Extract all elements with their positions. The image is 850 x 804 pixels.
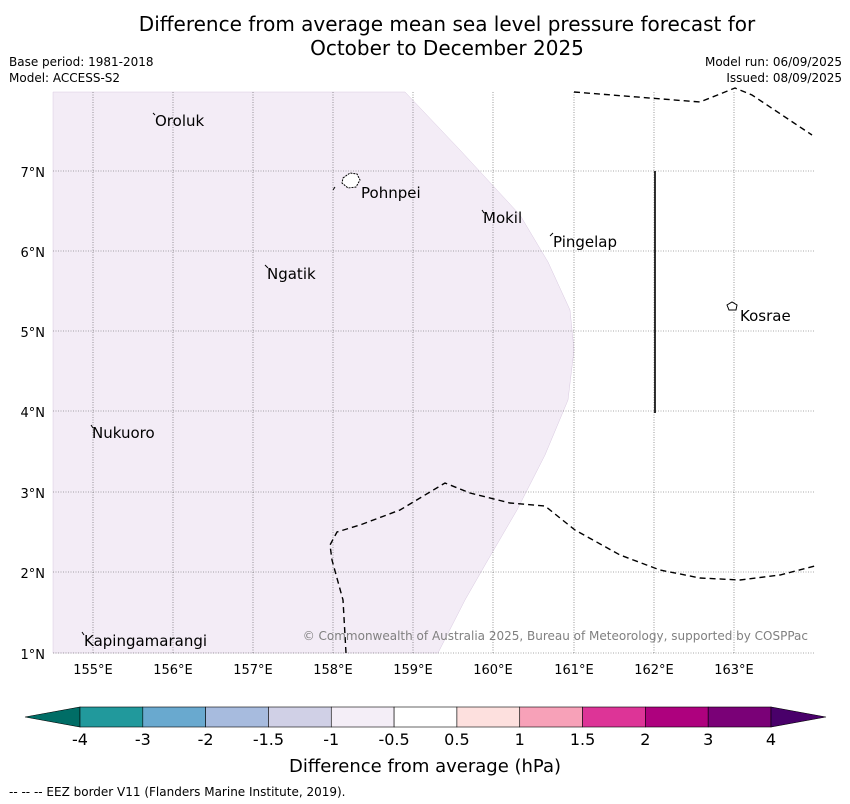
colorbar-tick-label: -1 (323, 730, 339, 749)
lon-tick-163e: 163°E (714, 663, 754, 678)
colorbar: -4 -3 -2 -1.5 -1 -0.5 0.5 1 1.5 2 3 4 Difference fr… (24, 706, 827, 777)
pingelap-mark (549, 232, 554, 237)
lon-tick-156e: 156°E (153, 663, 193, 678)
lat-tick-3n: 3°N (21, 487, 46, 502)
colorbar-extend-low (24, 706, 81, 728)
lon-tick-158e: 158°E (313, 663, 353, 678)
colorbar-tick-label: -2 (198, 730, 214, 749)
place-label-mokil: Mokil (483, 209, 522, 227)
copyright-text: © Commonwealth of Australia 2025, Bureau… (303, 629, 808, 643)
ant-atoll-mark (332, 186, 336, 191)
colorbar-extend-high (770, 706, 827, 728)
lat-tick-5n: 5°N (21, 326, 46, 341)
lat-tick-1n: 1°N (21, 648, 46, 663)
meta-left: Base period: 1981-2018 Model: ACCESS-S2 (9, 54, 154, 86)
lon-tick-160e: 160°E (473, 663, 513, 678)
issued-text: Issued: 08/09/2025 (726, 71, 842, 85)
colorbar-cell (582, 706, 646, 728)
colorbar-tick-label: -3 (135, 730, 151, 749)
colorbar-tick-label: 1 (515, 730, 525, 749)
anomaly-region (52, 91, 575, 654)
colorbar-tick-label: -1.5 (253, 730, 284, 749)
lat-tick-7n: 7°N (21, 166, 46, 181)
lon-tick-161e: 161°E (554, 663, 594, 678)
place-label-kosrae: Kosrae (740, 307, 791, 325)
place-label-oroluk: Oroluk (155, 112, 204, 130)
lat-tick-4n: 4°N (21, 406, 46, 421)
place-label-kapingamarangi: Kapingamarangi (84, 632, 207, 650)
place-label-ngatik: Ngatik (267, 265, 316, 283)
model-text: Model: ACCESS-S2 (9, 71, 121, 85)
colorbar-tick-label: 0.5 (444, 730, 469, 749)
colorbar-cell (268, 706, 332, 728)
colorbar-cell (330, 706, 395, 728)
eez-borders (329, 87, 816, 654)
lat-tick-6n: 6°N (21, 246, 46, 261)
kapingamarangi-mark (81, 631, 85, 636)
lon-tick-155e: 155°E (73, 663, 113, 678)
ngatik-mark (264, 264, 269, 269)
colorbar-tick-label: -4 (72, 730, 88, 749)
title-line-2: October to December 2025 (310, 36, 584, 60)
colorbar-tick-label: 2 (640, 730, 650, 749)
colorbar-cell (645, 706, 709, 728)
lat-tick-2n: 2°N (21, 567, 46, 582)
title-line-1: Difference from average mean sea level p… (138, 12, 756, 36)
grid-lines (53, 92, 815, 654)
kosrae-island (726, 301, 738, 311)
place-label-pohnpei: Pohnpei (361, 184, 421, 202)
lon-tick-157e: 157°E (233, 663, 273, 678)
meta-right: Model run: 06/09/2025 Issued: 08/09/2025 (705, 54, 842, 86)
place-label-nukuoro: Nukuoro (92, 424, 155, 442)
colorbar-cell (456, 706, 521, 728)
model-run-text: Model run: 06/09/2025 (704, 55, 842, 69)
chart-title: Difference from average mean sea level p… (0, 12, 850, 60)
colorbar-cells (79, 706, 772, 728)
colorbar-tick-label: 1.5 (570, 730, 595, 749)
base-period-text: Base period: 1981-2018 (9, 55, 154, 69)
colorbar-tick-label: 3 (703, 730, 713, 749)
oroluk-mark (152, 112, 156, 116)
nukuoro-mark (90, 424, 94, 429)
place-label-pingelap: Pingelap (553, 233, 617, 251)
colorbar-tick-label: -0.5 (378, 730, 409, 749)
pohnpei-island (341, 172, 361, 189)
mokil-mark (481, 209, 485, 214)
eez-footnote: -- -- -- EEZ border V11 (Flanders Marine… (9, 785, 346, 799)
colorbar-tick-labels: -4 -3 -2 -1.5 -1 -0.5 0.5 1 1.5 2 3 4 (72, 730, 776, 749)
lon-tick-159e: 159°E (393, 663, 433, 678)
colorbar-cell (707, 706, 772, 728)
colorbar-cell (142, 706, 206, 728)
colorbar-cell (519, 706, 583, 728)
colorbar-cell (79, 706, 144, 728)
colorbar-cell (393, 706, 458, 728)
colorbar-tick-label: 4 (766, 730, 776, 749)
colorbar-label: Difference from average (hPa) (289, 756, 561, 777)
lon-tick-162e: 162°E (634, 663, 674, 678)
colorbar-cell (205, 706, 269, 728)
